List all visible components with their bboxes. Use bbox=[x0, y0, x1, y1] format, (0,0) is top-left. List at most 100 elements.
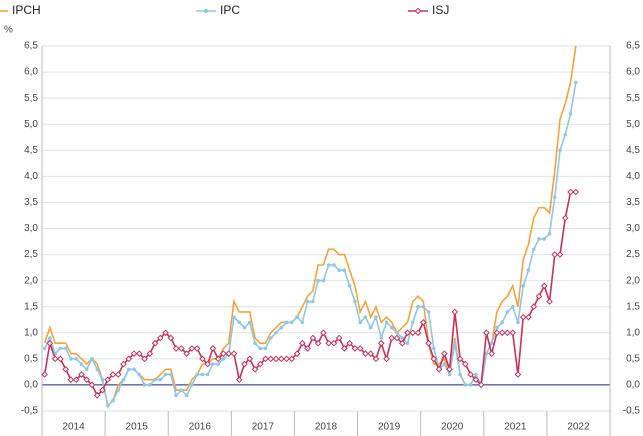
point bbox=[505, 310, 510, 314]
point bbox=[268, 336, 273, 340]
y-tick-label: 4,5 bbox=[24, 145, 38, 156]
point bbox=[132, 367, 136, 372]
point bbox=[379, 336, 384, 340]
y-tick-label: 6,0 bbox=[24, 67, 38, 78]
point bbox=[316, 278, 320, 283]
point bbox=[151, 339, 159, 347]
x-group-label: 2019 bbox=[378, 422, 401, 433]
point bbox=[430, 355, 438, 363]
point bbox=[135, 350, 143, 357]
point bbox=[325, 339, 332, 347]
point bbox=[346, 339, 353, 347]
y-tick-label: -0,5 bbox=[21, 406, 39, 417]
point bbox=[148, 383, 152, 387]
point bbox=[283, 355, 290, 363]
point bbox=[232, 315, 236, 319]
point bbox=[142, 383, 147, 387]
point bbox=[547, 231, 552, 236]
point bbox=[79, 362, 84, 366]
point bbox=[121, 377, 126, 382]
point bbox=[241, 360, 248, 368]
point bbox=[105, 403, 110, 408]
point bbox=[556, 251, 564, 258]
point bbox=[46, 339, 54, 347]
point bbox=[363, 315, 368, 319]
point bbox=[467, 371, 474, 378]
point bbox=[468, 383, 473, 387]
point bbox=[153, 377, 157, 382]
point bbox=[326, 263, 331, 267]
point bbox=[321, 278, 326, 283]
point bbox=[309, 334, 317, 342]
y-tick-label: 3,5 bbox=[24, 197, 38, 208]
point bbox=[377, 339, 385, 347]
point bbox=[335, 334, 343, 342]
point bbox=[304, 345, 311, 352]
point bbox=[204, 360, 211, 368]
point bbox=[351, 345, 359, 352]
point bbox=[220, 350, 227, 357]
point bbox=[114, 371, 122, 378]
point bbox=[558, 148, 562, 153]
point bbox=[162, 329, 169, 337]
y2-tick-label: 0,5 bbox=[626, 353, 640, 364]
point bbox=[178, 345, 185, 352]
point bbox=[426, 310, 431, 314]
y2-tick-label: 5,0 bbox=[626, 119, 640, 130]
y2-tick-label: 4,0 bbox=[626, 171, 640, 182]
y-tick-label: 3,0 bbox=[24, 223, 38, 234]
point bbox=[188, 345, 196, 352]
point bbox=[67, 376, 75, 384]
point bbox=[552, 195, 557, 200]
x-group-label: 2017 bbox=[252, 422, 275, 433]
point bbox=[274, 330, 278, 335]
point bbox=[395, 330, 399, 335]
x-group-label: 2014 bbox=[62, 422, 85, 433]
point bbox=[300, 320, 305, 325]
point bbox=[530, 303, 538, 311]
point bbox=[393, 334, 401, 342]
point bbox=[561, 214, 569, 222]
point bbox=[451, 308, 459, 316]
point bbox=[272, 355, 280, 363]
point bbox=[247, 320, 252, 325]
point bbox=[267, 355, 275, 363]
point bbox=[230, 350, 238, 357]
y-tick-label: 2,5 bbox=[24, 249, 38, 260]
x-group-label: 2022 bbox=[567, 422, 590, 433]
point bbox=[100, 377, 105, 382]
y-tick-label: 5,5 bbox=[24, 93, 38, 104]
point bbox=[179, 388, 184, 392]
point bbox=[347, 284, 352, 288]
point bbox=[116, 388, 121, 392]
point bbox=[484, 351, 489, 356]
point bbox=[488, 350, 495, 357]
point bbox=[416, 304, 420, 309]
y2-tick-label: 0,0 bbox=[626, 380, 640, 391]
point bbox=[57, 355, 64, 363]
point bbox=[526, 268, 531, 273]
point bbox=[456, 355, 464, 363]
point bbox=[384, 320, 389, 325]
point bbox=[146, 350, 154, 357]
point bbox=[342, 268, 347, 273]
point bbox=[214, 355, 222, 363]
y2-tick-label: 1,0 bbox=[626, 327, 640, 338]
point bbox=[284, 320, 289, 325]
point bbox=[305, 299, 310, 304]
legend-label: ISJ bbox=[432, 3, 449, 17]
point bbox=[404, 329, 411, 337]
point bbox=[374, 315, 378, 319]
x-group-label: 2020 bbox=[441, 422, 464, 433]
point bbox=[477, 381, 485, 389]
point bbox=[362, 350, 369, 357]
point bbox=[405, 341, 410, 346]
legend-label: IPCH bbox=[12, 3, 41, 17]
series-line bbox=[43, 82, 577, 408]
point bbox=[195, 372, 199, 377]
point bbox=[63, 346, 68, 351]
point bbox=[58, 346, 63, 351]
point bbox=[242, 325, 247, 330]
point bbox=[358, 320, 362, 325]
